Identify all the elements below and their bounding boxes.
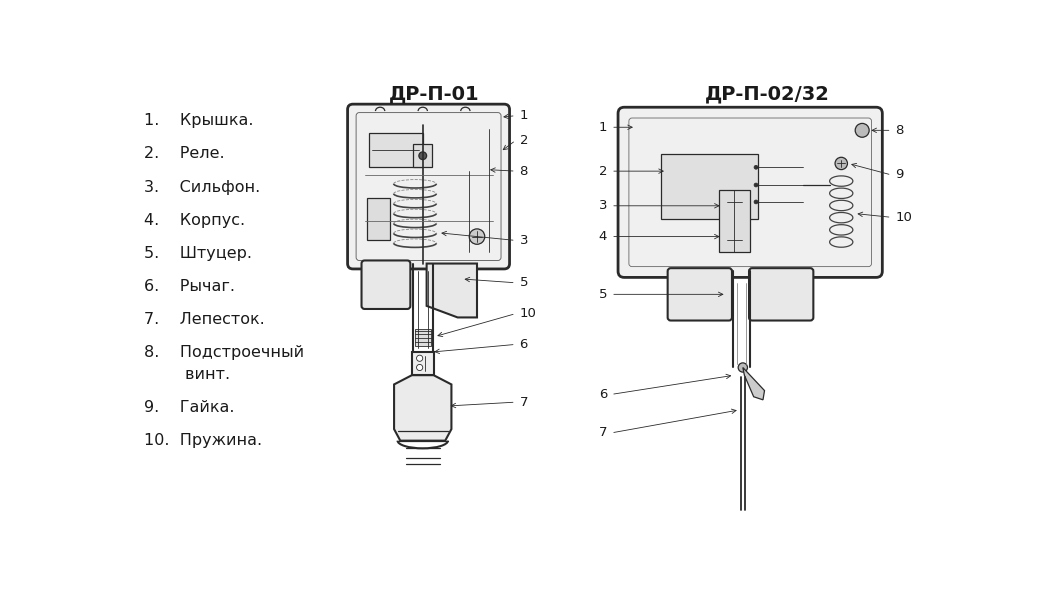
FancyBboxPatch shape — [668, 268, 733, 320]
Text: винт.: винт. — [144, 366, 229, 382]
Text: 8: 8 — [520, 165, 528, 178]
FancyBboxPatch shape — [348, 104, 509, 269]
Polygon shape — [743, 368, 764, 400]
FancyBboxPatch shape — [749, 268, 813, 320]
Bar — [367, 198, 390, 240]
Text: 2: 2 — [598, 165, 607, 178]
Circle shape — [754, 200, 758, 204]
Text: 1.    Крышка.: 1. Крышка. — [144, 114, 254, 128]
Polygon shape — [427, 263, 477, 317]
Text: 7: 7 — [520, 395, 528, 408]
Polygon shape — [394, 375, 451, 440]
Text: 8.    Подстроечный: 8. Подстроечный — [144, 345, 303, 360]
Circle shape — [754, 165, 758, 169]
Text: 4.    Корпус.: 4. Корпус. — [144, 213, 245, 228]
Circle shape — [855, 123, 869, 137]
Text: 9.    Гайка.: 9. Гайка. — [144, 400, 235, 415]
Text: 10: 10 — [895, 211, 912, 224]
Text: 10.  Пружина.: 10. Пружина. — [144, 433, 262, 448]
Text: 7.    Лепесток.: 7. Лепесток. — [144, 312, 264, 327]
Bar — [415, 329, 431, 346]
Text: 6: 6 — [520, 338, 528, 351]
Circle shape — [416, 365, 423, 371]
Text: 2.    Реле.: 2. Реле. — [144, 146, 224, 162]
Bar — [369, 133, 423, 168]
FancyBboxPatch shape — [361, 260, 410, 309]
Text: 5: 5 — [520, 276, 528, 289]
Text: 9: 9 — [895, 169, 904, 182]
Bar — [412, 352, 433, 375]
Text: 3.    Сильфон.: 3. Сильфон. — [144, 179, 260, 195]
Text: 5: 5 — [598, 288, 607, 301]
Text: 10: 10 — [520, 307, 537, 320]
Circle shape — [738, 363, 747, 372]
Text: 2: 2 — [520, 134, 528, 147]
Text: ДР-П-02/32: ДР-П-02/32 — [705, 85, 830, 104]
FancyBboxPatch shape — [662, 154, 758, 219]
Text: ДР-П-01: ДР-П-01 — [389, 85, 480, 104]
Bar — [413, 144, 432, 168]
Circle shape — [835, 157, 848, 169]
Circle shape — [419, 152, 427, 160]
Text: 8: 8 — [895, 124, 904, 137]
Bar — [719, 191, 749, 252]
Text: 1: 1 — [598, 121, 607, 134]
Text: 1: 1 — [520, 109, 528, 122]
Text: 3: 3 — [598, 200, 607, 213]
Text: 6.    Рычаг.: 6. Рычаг. — [144, 279, 235, 294]
Text: 5.    Штуцер.: 5. Штуцер. — [144, 246, 252, 261]
Circle shape — [754, 183, 758, 187]
Text: 4: 4 — [599, 230, 607, 243]
FancyBboxPatch shape — [618, 107, 883, 278]
Circle shape — [416, 355, 423, 361]
Circle shape — [469, 229, 485, 244]
Text: 3: 3 — [520, 234, 528, 247]
Text: 6: 6 — [599, 388, 607, 401]
Text: 7: 7 — [598, 426, 607, 439]
